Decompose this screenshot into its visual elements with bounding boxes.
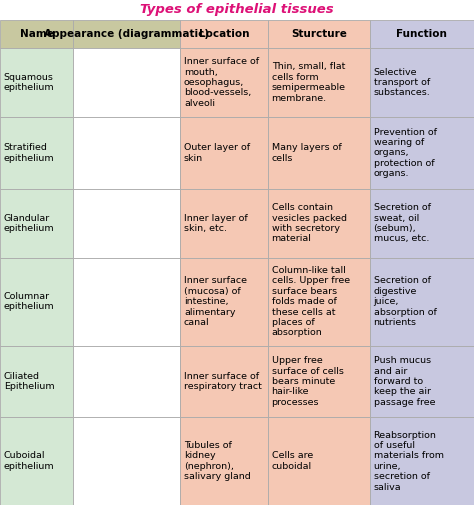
Text: Secretion of
sweat, oil
(sebum),
mucus, etc.: Secretion of sweat, oil (sebum), mucus, … (374, 203, 430, 243)
Text: Function: Function (396, 29, 447, 39)
Text: Inner surface
(mucosa) of
intestine,
alimentary
canal: Inner surface (mucosa) of intestine, ali… (184, 276, 247, 327)
Text: Inner surface of
respiratory tract: Inner surface of respiratory tract (184, 372, 262, 391)
Text: Many layers of
cells: Many layers of cells (272, 143, 341, 163)
Bar (370, 258, 474, 345)
Bar (73, 258, 180, 345)
Text: Secretion of
digestive
juice,
absorption of
nutrients: Secretion of digestive juice, absorption… (374, 276, 437, 327)
Text: Appearance (diagrammatic): Appearance (diagrammatic) (44, 29, 210, 39)
Text: Types of epithelial tissues: Types of epithelial tissues (140, 3, 334, 16)
Bar (0, 117, 73, 189)
Text: Outer layer of
skin: Outer layer of skin (184, 143, 250, 163)
Bar (268, 417, 370, 505)
Text: Cuboidal
epithelium: Cuboidal epithelium (4, 451, 55, 471)
Bar (370, 117, 474, 189)
Bar (180, 117, 268, 189)
Bar (0, 345, 73, 417)
Bar (0, 48, 73, 117)
Text: Column-like tall
cells. Upper free
surface bears
folds made of
these cells at
pl: Column-like tall cells. Upper free surfa… (272, 266, 350, 337)
Text: Cells contain
vesicles packed
with secretory
material: Cells contain vesicles packed with secre… (272, 203, 346, 243)
Text: Columnar
epithelium: Columnar epithelium (4, 292, 55, 312)
Bar (370, 189, 474, 258)
Text: Inner surface of
mouth,
oesophagus,
blood-vessels,
alveoli: Inner surface of mouth, oesophagus, bloo… (184, 57, 259, 108)
Bar (180, 48, 268, 117)
Text: Glandular
epithelium: Glandular epithelium (4, 214, 55, 233)
Bar (180, 417, 268, 505)
Bar (268, 258, 370, 345)
Bar (180, 345, 268, 417)
Bar (73, 345, 180, 417)
Text: Inner layer of
skin, etc.: Inner layer of skin, etc. (184, 214, 247, 233)
Text: Sturcture: Sturcture (291, 29, 346, 39)
Text: Prevention of
wearing of
organs,
protection of
organs.: Prevention of wearing of organs, protect… (374, 128, 437, 178)
Bar (370, 417, 474, 505)
Text: Upper free
surface of cells
bears minute
hair-like
processes: Upper free surface of cells bears minute… (272, 356, 344, 407)
Bar (268, 189, 370, 258)
Bar (73, 20, 180, 48)
Text: Thin, small, flat
cells form
semipermeable
membrane.: Thin, small, flat cells form semipermeab… (272, 63, 346, 103)
Bar (180, 189, 268, 258)
Bar (268, 20, 370, 48)
Bar (73, 117, 180, 189)
Bar (180, 20, 268, 48)
Bar (370, 20, 474, 48)
Bar (0, 417, 73, 505)
Bar (0, 20, 73, 48)
Bar (73, 417, 180, 505)
Bar (180, 258, 268, 345)
Text: Cells are
cuboidal: Cells are cuboidal (272, 451, 313, 471)
Bar (0, 189, 73, 258)
Text: Stratified
epithelium: Stratified epithelium (4, 143, 55, 163)
Bar (370, 48, 474, 117)
Bar (268, 117, 370, 189)
Bar (73, 189, 180, 258)
Bar (370, 345, 474, 417)
Text: Squamous
epithelium: Squamous epithelium (4, 73, 55, 92)
Text: Selective
transport of
substances.: Selective transport of substances. (374, 68, 430, 97)
Text: Location: Location (199, 29, 249, 39)
Bar (73, 48, 180, 117)
Text: Name: Name (20, 29, 54, 39)
Text: Reabsorption
of useful
materials from
urine,
secretion of
saliva: Reabsorption of useful materials from ur… (374, 431, 444, 492)
Bar (268, 345, 370, 417)
Bar (0, 258, 73, 345)
Text: Tubules of
kidney
(nephron),
salivary gland: Tubules of kidney (nephron), salivary gl… (184, 441, 251, 481)
Text: Ciliated
Epithelium: Ciliated Epithelium (4, 372, 55, 391)
Text: Push mucus
and air
forward to
keep the air
passage free: Push mucus and air forward to keep the a… (374, 356, 435, 407)
Bar (268, 48, 370, 117)
